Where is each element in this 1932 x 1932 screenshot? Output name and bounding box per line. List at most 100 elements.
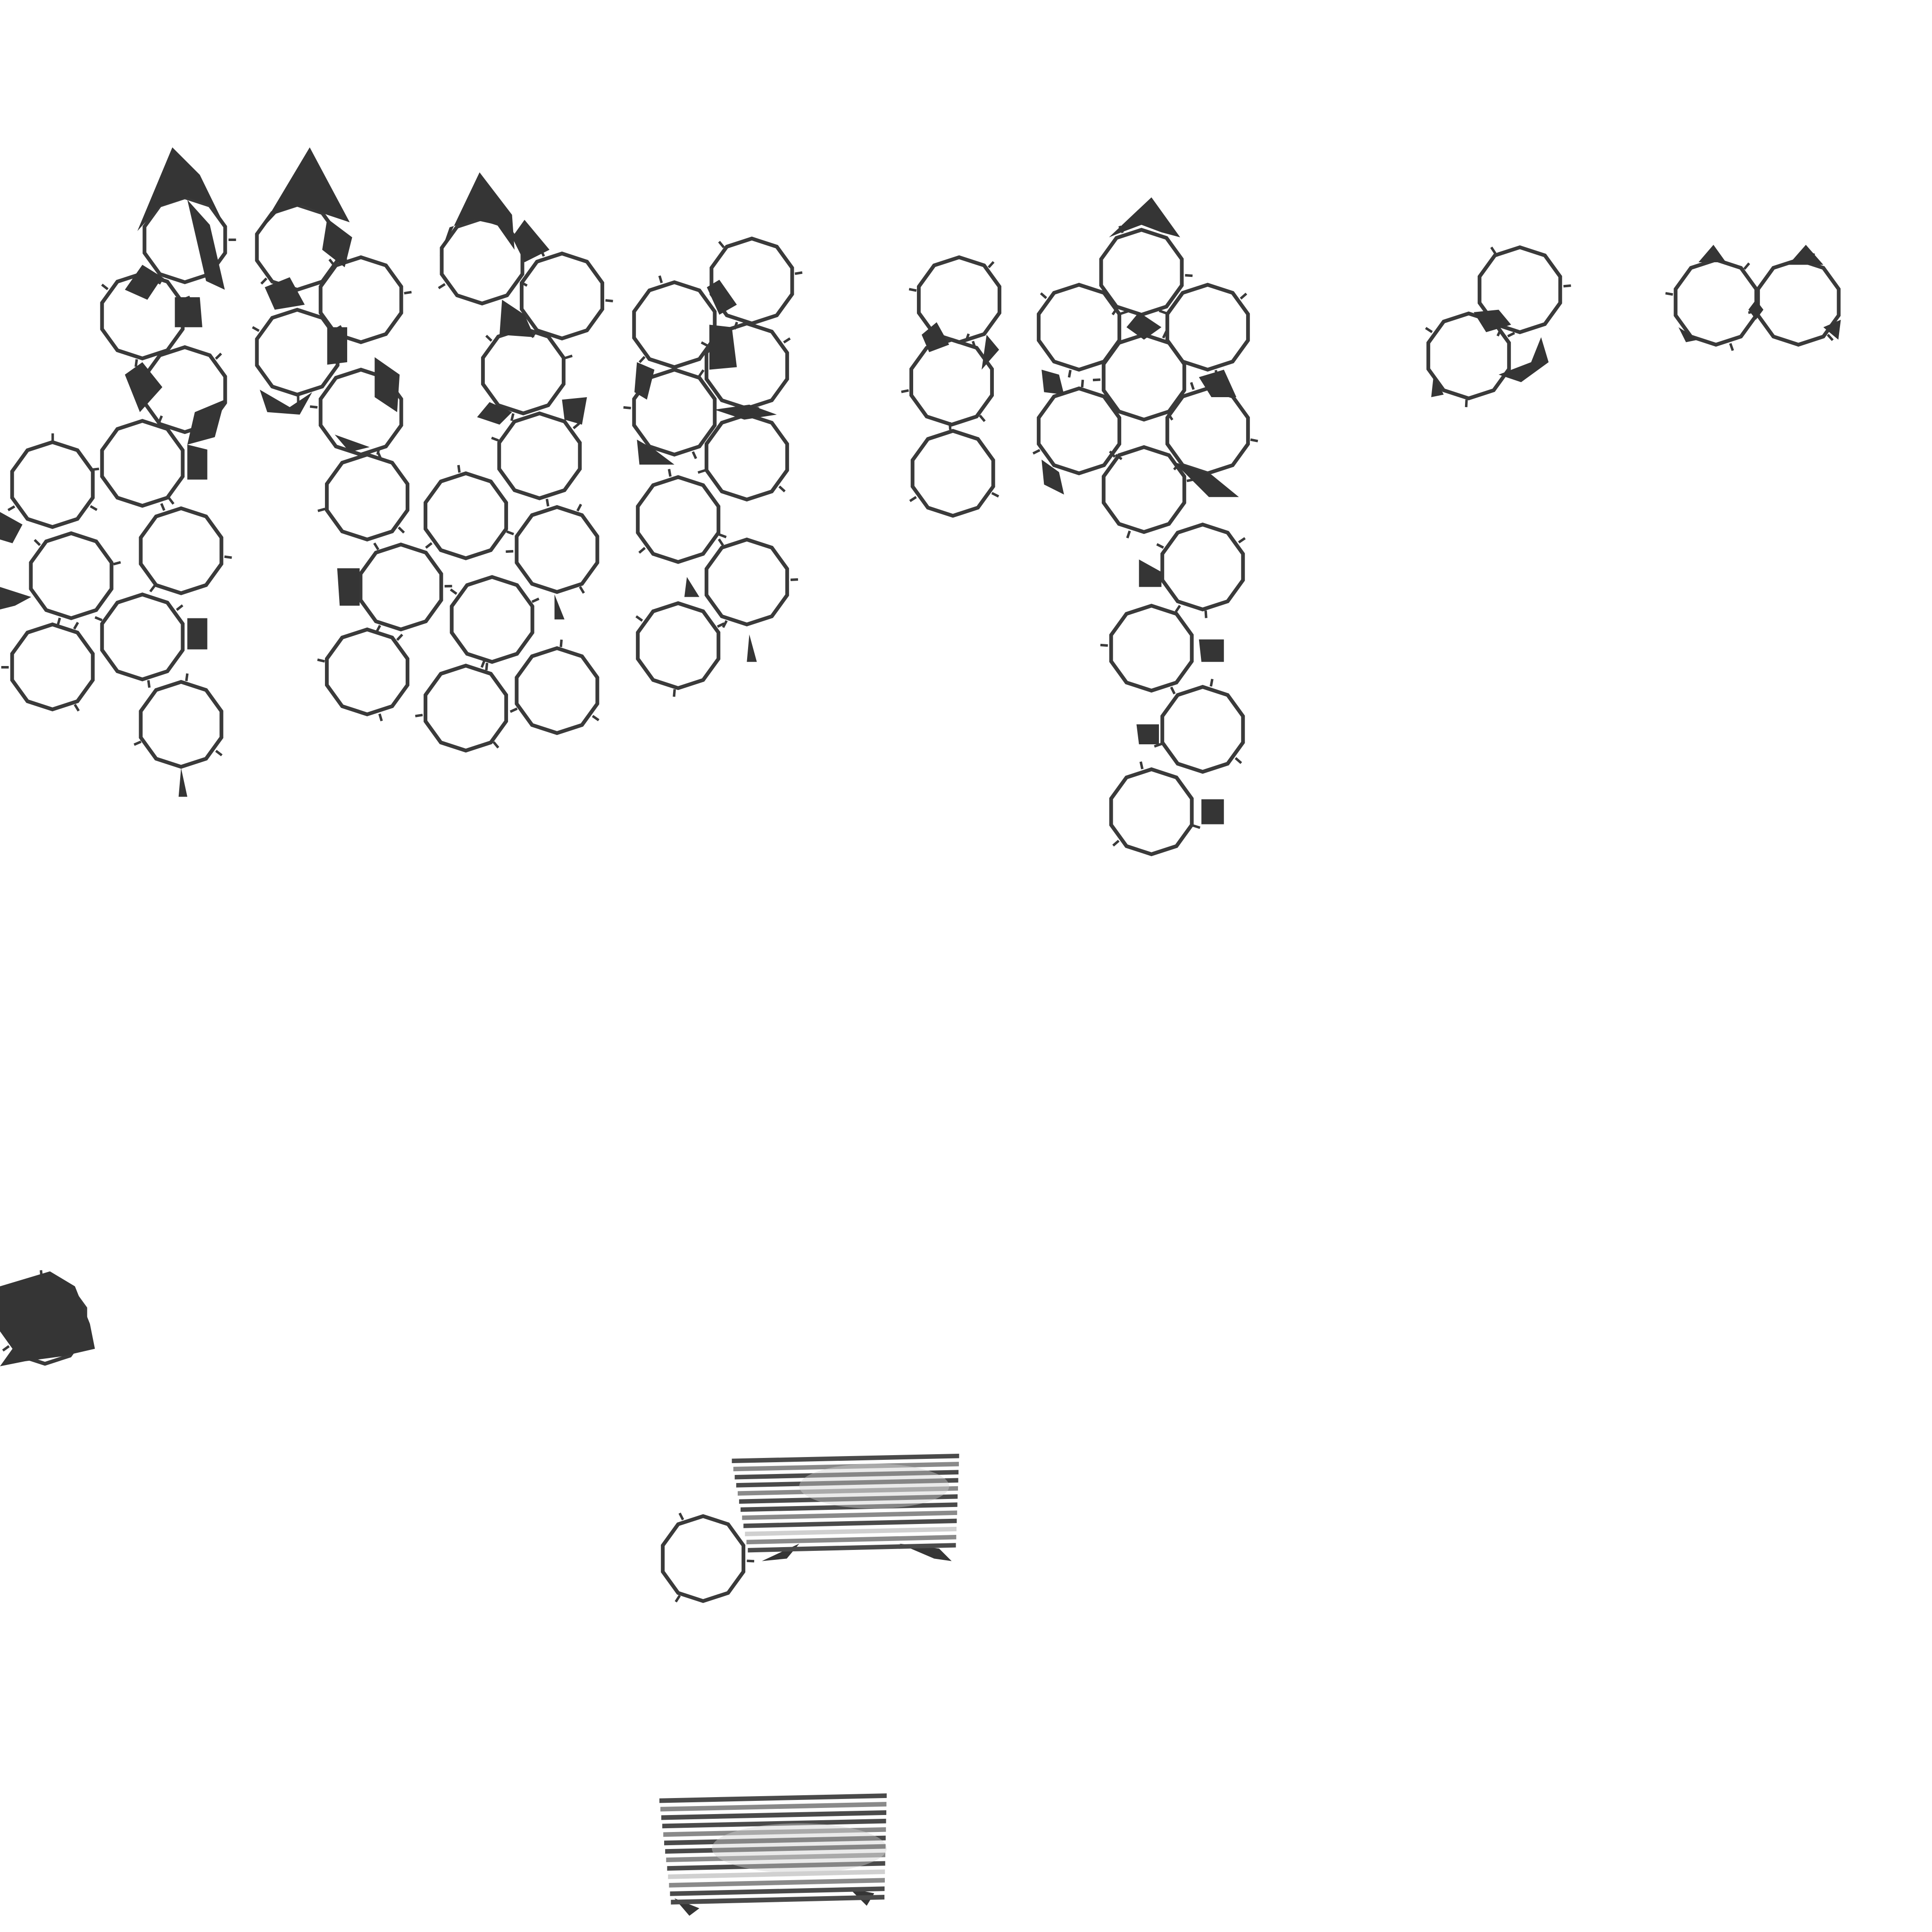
ring-tick [579, 586, 585, 594]
decagon-ring-cluster-column-1 [10, 440, 95, 529]
dark-wedge [259, 147, 350, 231]
ring-tick [1100, 643, 1108, 647]
ring-tick [485, 663, 489, 671]
dark-wedge [187, 444, 208, 480]
stripe-panel-lower [748, 1543, 956, 1553]
ring-tick [94, 616, 103, 622]
dark-wedge [684, 577, 700, 597]
dark-wedge [137, 147, 227, 231]
decagon-ring-cluster-column-2 [424, 471, 508, 560]
stripe-panel-bottom [666, 1852, 885, 1862]
ring-tick [90, 505, 98, 511]
dark-wedge [0, 587, 32, 610]
ring-tick [185, 673, 189, 682]
decagon-ring-cluster-column-1 [29, 531, 114, 620]
ring-tick [158, 415, 163, 424]
ring-tick [134, 359, 138, 367]
dark-wedge [1136, 724, 1159, 745]
decagon-ring-cluster-lower-striped [661, 1514, 746, 1603]
decagon-ring-cluster-pair-far-right [1674, 258, 1758, 347]
dark-wedge [1139, 559, 1162, 587]
ring-tick [718, 241, 725, 249]
ring-tick [678, 1512, 684, 1521]
dark-wedge [175, 297, 202, 327]
ring-tick [717, 538, 724, 546]
ring-tick [722, 620, 728, 628]
stripe-panel-lower [743, 1518, 957, 1528]
ring-tick [1154, 742, 1162, 748]
dark-wedge [322, 218, 352, 267]
stripe-highlight [799, 1464, 949, 1509]
ring-tick [376, 447, 381, 455]
ring-tick [378, 713, 383, 722]
decagon-ring-cluster-column-1 [10, 622, 95, 712]
dark-wedge [634, 362, 655, 400]
dark-wedge [982, 334, 999, 370]
dark-wedge [562, 397, 587, 425]
decagon-ring-cluster-pair-upper-right [1477, 245, 1562, 334]
ring-tick [215, 352, 222, 360]
stripe-panel-bottom [660, 1802, 887, 1812]
ring-tick [1040, 292, 1048, 299]
ring-tick [673, 689, 676, 697]
dark-wedge [1126, 312, 1162, 340]
ring-tick [1192, 824, 1200, 829]
dark-wedge [1823, 319, 1841, 340]
ring-tick [373, 542, 380, 550]
ring-tick [328, 258, 335, 266]
dark-wedge [334, 434, 370, 452]
ring-tick [1240, 292, 1248, 300]
ring-tick [638, 356, 646, 363]
ring-tick [57, 617, 61, 626]
ring-tick [1081, 379, 1084, 388]
decagon-ring-cluster-column-4 [636, 475, 721, 564]
ring-tick [485, 334, 492, 342]
ring-tick [160, 503, 166, 511]
ring-tick [1158, 309, 1167, 315]
ring-tick [1234, 757, 1242, 764]
ring-tick [1170, 686, 1176, 695]
decagon-ring-cluster-column-4 [636, 601, 721, 691]
decagon-ring-cluster-column-3 [497, 411, 582, 500]
dark-wedge [1474, 309, 1511, 333]
ring-tick [113, 561, 121, 566]
dark-wedge [187, 200, 225, 290]
decagon-ring-cluster-column-6 [1109, 767, 1194, 857]
ring-tick [1162, 331, 1168, 339]
ring-tick [438, 283, 446, 290]
ring-tick [901, 389, 909, 393]
decagon-ring-cluster-column-6 [1165, 386, 1250, 475]
ring-tick [1490, 246, 1497, 254]
stripe-panel-lower [733, 1462, 959, 1472]
stripe-panel-lower [734, 1470, 959, 1480]
dark-wedge [1698, 244, 1726, 263]
ring-tick [979, 415, 986, 422]
stripe-panel-bottom [664, 1835, 886, 1846]
stripe-panel-lower [737, 1486, 958, 1496]
ring-tick [1190, 382, 1195, 390]
ring-tick [1209, 679, 1214, 687]
ring-tick [591, 715, 600, 722]
ring-tick [215, 749, 223, 757]
ring-tick [635, 615, 643, 622]
decagon-ring-cluster-column-4 [704, 537, 789, 627]
dark-wedge [477, 402, 512, 425]
dark-wedge [375, 357, 400, 412]
dark-wedge [1109, 197, 1181, 238]
stripe-panel-lower [732, 1453, 959, 1464]
stripe-panel-bottom [663, 1827, 886, 1837]
ring-tick [33, 539, 41, 546]
decagon-ring-cluster-column-2 [325, 627, 409, 716]
decagon-ring-cluster-column-2 [255, 308, 340, 397]
dark-wedge [709, 325, 737, 370]
decagon-ring-cluster-column-2 [325, 452, 409, 541]
ring-tick [1826, 333, 1834, 341]
ring-tick [492, 741, 500, 749]
dark-wedge [747, 634, 757, 662]
stripe-panel-lower [739, 1494, 958, 1504]
decagon-ring-cluster-column-2 [358, 542, 443, 632]
dark-wedge [125, 265, 163, 300]
ring-tick [415, 714, 423, 717]
stripe-panel-bottom [659, 1793, 887, 1803]
